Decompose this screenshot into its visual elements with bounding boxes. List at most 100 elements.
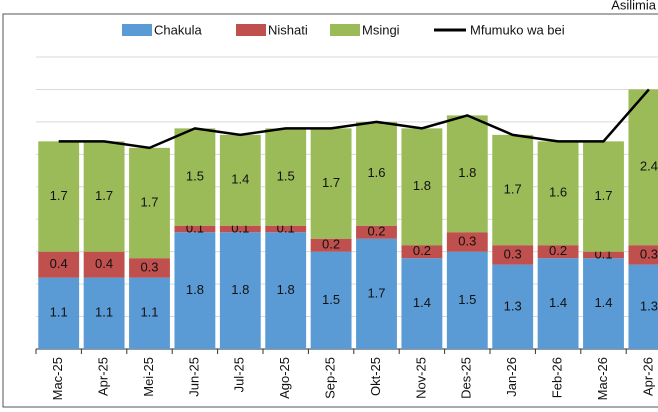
bar-segment	[38, 251, 80, 278]
x-tick-label: Sep-25	[323, 357, 338, 399]
data-label: 1.7	[594, 188, 612, 203]
bar-segment	[174, 225, 216, 233]
x-tick-label: Ago-25	[277, 357, 292, 399]
bar-segment	[492, 264, 534, 349]
bar-segment	[583, 258, 624, 349]
x-tick-label: Des-25	[459, 357, 474, 399]
line-series	[58, 88, 650, 150]
data-label: 1.7	[140, 194, 158, 209]
data-label: 1.1	[95, 305, 113, 320]
legend-label: Nishati	[268, 22, 308, 37]
bar-segment	[446, 251, 488, 349]
legend-label: Mfumuko wa bei	[470, 22, 565, 37]
x-tick-label: Okt-25	[368, 357, 383, 396]
bar-segment	[129, 277, 170, 349]
data-label: 0.2	[413, 243, 431, 258]
x-tick-label: Nov-25	[413, 357, 428, 399]
legend-label: Chakula	[154, 22, 202, 37]
data-label: 0.3	[640, 246, 658, 261]
data-label: 1.4	[549, 295, 567, 310]
bar-segment	[265, 232, 307, 349]
data-label: 1.8	[277, 282, 295, 297]
bar-segment	[38, 277, 80, 349]
data-label: 2.4	[640, 159, 658, 174]
x-tick-label: Apr-26	[640, 357, 655, 396]
data-label: 1.1	[50, 305, 68, 320]
x-tick-label: Mac-25	[50, 357, 65, 400]
bar-segment	[219, 134, 261, 226]
legend-label: Msingi	[362, 22, 400, 37]
data-label: 0.2	[322, 237, 340, 252]
bar-segment	[174, 128, 216, 226]
data-label: 1.5	[322, 292, 340, 307]
bar-segment	[83, 251, 125, 278]
bar-segment	[446, 232, 488, 252]
bar-segment	[265, 225, 307, 233]
bar-segment	[537, 141, 579, 246]
bar-segment	[83, 141, 125, 252]
x-tick-label: Jun-25	[186, 357, 201, 397]
bar-segment	[174, 232, 216, 349]
bar-segment	[628, 245, 658, 265]
bar-segment	[356, 238, 397, 349]
data-label: 1.4	[231, 172, 249, 187]
legend-swatch	[122, 24, 152, 36]
x-tick-label: Mei-25	[141, 357, 156, 397]
data-label: 1.8	[458, 165, 476, 180]
bar-segment	[265, 128, 307, 226]
data-label: 1.8	[186, 282, 204, 297]
bar-segment	[401, 245, 443, 259]
bar-segment	[219, 232, 261, 349]
legend-swatch	[236, 24, 266, 36]
legend-swatch	[330, 24, 360, 36]
bar-segment	[38, 141, 80, 252]
data-label: 1.7	[50, 188, 68, 203]
chart-frame	[2, 13, 658, 408]
bar-segment	[583, 251, 624, 259]
bar-segment	[219, 225, 261, 233]
data-label: 1.6	[367, 165, 385, 180]
bar-segment	[492, 245, 534, 265]
bar-segment	[628, 89, 658, 246]
data-label: 1.5	[277, 168, 295, 183]
data-label: 0.3	[140, 259, 158, 274]
bar-segment	[83, 277, 125, 349]
data-label: 1.7	[367, 285, 385, 300]
data-label: 1.7	[95, 188, 113, 203]
bar-segment	[492, 134, 534, 246]
data-label: 1.3	[504, 298, 522, 313]
data-label: 0.2	[549, 243, 567, 258]
data-label: 1.1	[140, 305, 158, 320]
bar-segment	[583, 141, 624, 252]
x-tick-label: Mac-26	[595, 357, 610, 400]
bar-segment	[310, 238, 352, 252]
bar-segment	[356, 121, 397, 226]
data-label: 0.2	[367, 224, 385, 239]
x-tick-label: Apr-25	[96, 357, 111, 396]
x-tick-label: Jan-26	[504, 357, 519, 397]
bar-segment	[129, 258, 170, 278]
bar-segment	[129, 147, 170, 259]
bar-segment	[401, 128, 443, 246]
data-label: 1.8	[413, 178, 431, 193]
data-label: 1.4	[413, 295, 431, 310]
bar-segment	[356, 225, 397, 239]
bar-segment	[310, 128, 352, 239]
data-label: 0.3	[504, 246, 522, 261]
data-label: 0.4	[50, 256, 68, 271]
data-label: 1.7	[504, 181, 522, 196]
data-label: 0.4	[95, 256, 113, 271]
data-label: 1.4	[594, 295, 612, 310]
bar-segment	[537, 245, 579, 259]
y-axis-label: Asilimia	[611, 0, 657, 12]
x-tick-label: Jul-25	[232, 357, 247, 392]
data-label: 0.3	[458, 233, 476, 248]
data-label: 1.6	[549, 185, 567, 200]
bar-segment	[446, 115, 488, 233]
data-label: 1.3	[640, 298, 658, 313]
data-label: 1.5	[186, 168, 204, 183]
x-tick-label: Feb-26	[550, 357, 565, 398]
bar-segment	[401, 258, 443, 349]
data-label: 1.7	[322, 175, 340, 190]
